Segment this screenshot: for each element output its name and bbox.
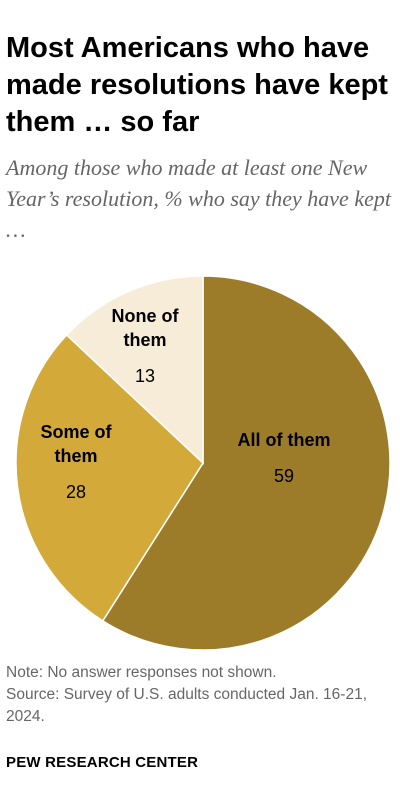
slice-label: them — [123, 330, 166, 350]
slice-value: 59 — [274, 466, 294, 486]
slice-value: 28 — [66, 482, 86, 502]
slice-label: All of them — [238, 430, 331, 450]
source-text: Source: Survey of U.S. adults conducted … — [6, 686, 368, 725]
slice-label: Some of — [40, 422, 112, 442]
chart-subtitle: Among those who made at least one New Ye… — [6, 155, 391, 242]
chart-title: Most Americans who have made resolutions… — [6, 32, 388, 138]
footnote: Note: No answer responses not shown. Sou… — [6, 662, 396, 728]
pie-labels: All of them 59 Some of them 28 None of them 13 — [40, 306, 330, 502]
note-text: Note: No answer responses not shown. — [6, 664, 277, 681]
slice-label: them — [54, 446, 97, 466]
pie-slice-none-of-them — [65, 275, 204, 465]
slice-value: 13 — [135, 366, 155, 386]
pie-chart: All of them 59 Some of them 28 None of them 13 — [15, 275, 391, 651]
pie-slice-all-of-them — [101, 275, 391, 651]
pew-research-center-logo: PEW RESEARCH CENTER — [6, 754, 199, 771]
slice-label: None of — [112, 306, 180, 326]
pie-slice-some-of-them — [15, 333, 204, 622]
pie-slices — [15, 275, 391, 651]
